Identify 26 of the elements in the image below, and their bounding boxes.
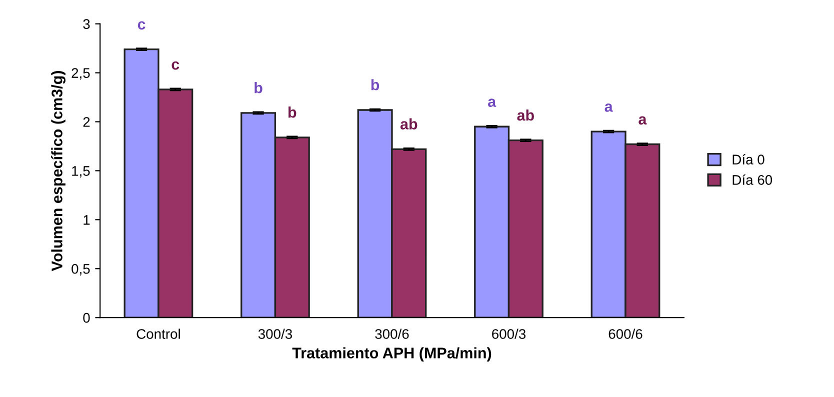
y-tick-label: 1: [84, 215, 90, 225]
x-tick-label: Control: [136, 328, 180, 339]
y-axis-title: Volumen específico (cm3/g): [51, 70, 66, 272]
data-label: c: [138, 21, 146, 30]
data-label: c: [172, 61, 180, 70]
data-label: a: [488, 98, 496, 107]
data-label: ab: [400, 118, 418, 130]
x-tick-label: 600/6: [608, 328, 642, 339]
y-tick-label: 1,5: [72, 166, 90, 178]
data-label: b: [371, 79, 380, 90]
x-axis-title: Tratamiento APH (MPa/min): [292, 347, 492, 362]
data-label: b: [288, 106, 296, 118]
x-tick-label: 300/3: [258, 328, 292, 339]
y-tick-label: 3: [83, 19, 90, 29]
legend-label: Día 0: [732, 154, 764, 164]
data-label: a: [604, 103, 613, 112]
legend-label: Día 60: [732, 174, 772, 185]
y-tick-label: 0: [83, 312, 90, 323]
x-tick-label: 300/6: [375, 328, 409, 339]
data-label: a: [638, 116, 647, 125]
x-tick-label: 600/3: [492, 328, 526, 339]
y-tick-label: 0,5: [72, 264, 90, 276]
data-label: b: [254, 82, 262, 94]
y-tick-label: 2,5: [72, 68, 90, 80]
data-label: ab: [517, 109, 534, 121]
y-tick-label: 2: [83, 117, 90, 127]
